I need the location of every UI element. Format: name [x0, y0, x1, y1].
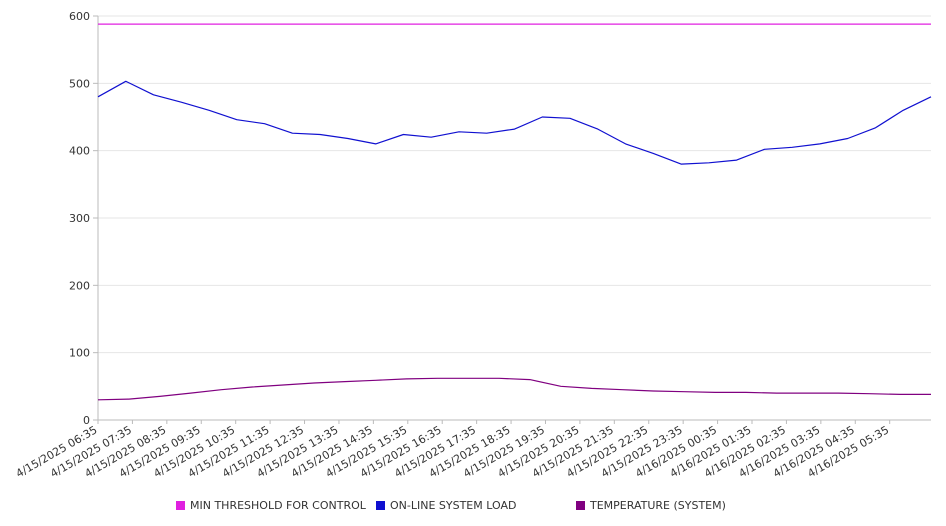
- legend-label: MIN THRESHOLD FOR CONTROL: [190, 499, 367, 512]
- y-tick-label: 100: [69, 347, 90, 360]
- series-line-1: [97, 80, 932, 165]
- legend-item: ON-LINE SYSTEM LOAD: [376, 499, 516, 512]
- y-tick-label: 500: [69, 77, 90, 90]
- series-line-2: [97, 377, 931, 401]
- x-axis-ticks: 4/15/2025 06:354/15/2025 07:354/15/2025 …: [14, 420, 891, 480]
- y-axis-ticks: 0 100 200 300 400 500 600: [69, 10, 98, 427]
- legend-item: MIN THRESHOLD FOR CONTROL: [176, 499, 367, 512]
- legend: MIN THRESHOLD FOR CONTROL ON-LINE SYSTEM …: [176, 499, 726, 512]
- series-lines: [97, 23, 932, 401]
- legend-label: ON-LINE SYSTEM LOAD: [390, 499, 516, 512]
- y-tick-label: 0: [83, 414, 90, 427]
- y-tick-label: 200: [69, 279, 90, 292]
- legend-item: TEMPERATURE (SYSTEM): [576, 499, 726, 512]
- y-tick-label: 400: [69, 145, 90, 158]
- legend-swatch: [376, 501, 385, 510]
- legend-label: TEMPERATURE (SYSTEM): [589, 499, 726, 512]
- legend-swatch: [576, 501, 585, 510]
- gridlines: [98, 15, 931, 421]
- y-tick-label: 300: [69, 212, 90, 225]
- y-tick-label: 600: [69, 10, 90, 23]
- legend-swatch: [176, 501, 185, 510]
